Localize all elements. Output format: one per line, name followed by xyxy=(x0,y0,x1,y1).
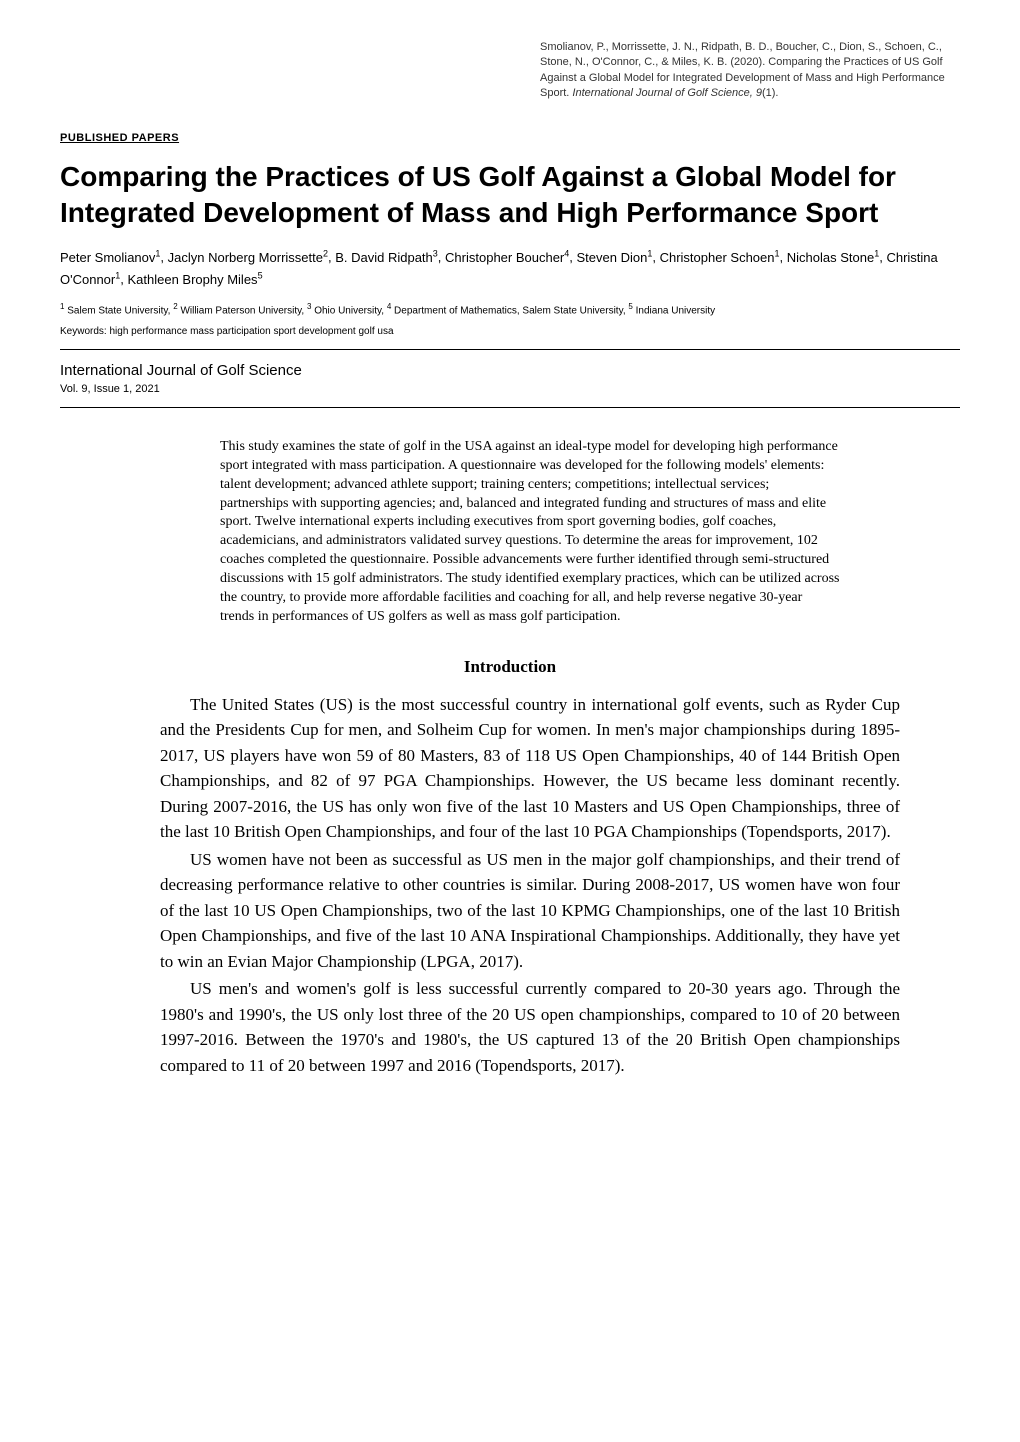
keywords-line: Keywords: high performance mass particip… xyxy=(60,326,960,337)
journal-issue: Vol. 9, Issue 1, 2021 xyxy=(60,383,960,395)
author: Christopher Boucher4 xyxy=(445,250,569,265)
author: Nicholas Stone1 xyxy=(787,250,879,265)
keywords-label: Keywords: xyxy=(60,326,107,337)
paragraph: US women have not been as successful as … xyxy=(160,847,900,975)
affiliations-list: 1 Salem State University, 2 William Pate… xyxy=(60,301,960,318)
authors-list: Peter Smolianov1, Jaclyn Norberg Morriss… xyxy=(60,246,960,290)
body-text: The United States (US) is the most succe… xyxy=(160,692,900,1079)
citation-block: Smolianov, P., Morrissette, J. N., Ridpa… xyxy=(540,40,960,102)
citation-issue: (1). xyxy=(762,87,779,99)
intro-heading: Introduction xyxy=(60,657,960,677)
author: Christopher Schoen1 xyxy=(660,250,780,265)
author: Jaclyn Norberg Morrissette2 xyxy=(168,250,328,265)
journal-name: International Journal of Golf Science xyxy=(60,362,960,379)
journal-info: International Journal of Golf Science Vo… xyxy=(60,350,960,407)
paragraph: US men's and women's golf is less succes… xyxy=(160,976,900,1078)
paper-title: Comparing the Practices of US Golf Again… xyxy=(60,159,960,232)
author: Peter Smolianov1 xyxy=(60,250,160,265)
keywords-text: high performance mass participation spor… xyxy=(109,326,393,337)
paragraph: The United States (US) is the most succe… xyxy=(160,692,900,845)
abstract: This study examines the state of golf in… xyxy=(220,438,840,627)
citation-journal: International Journal of Golf Science, 9 xyxy=(572,87,762,99)
author: Steven Dion1 xyxy=(577,250,653,265)
section-label: PUBLISHED PAPERS xyxy=(60,132,960,144)
author: Kathleen Brophy Miles5 xyxy=(127,272,262,287)
divider-bottom xyxy=(60,407,960,408)
author: B. David Ridpath3 xyxy=(335,250,438,265)
